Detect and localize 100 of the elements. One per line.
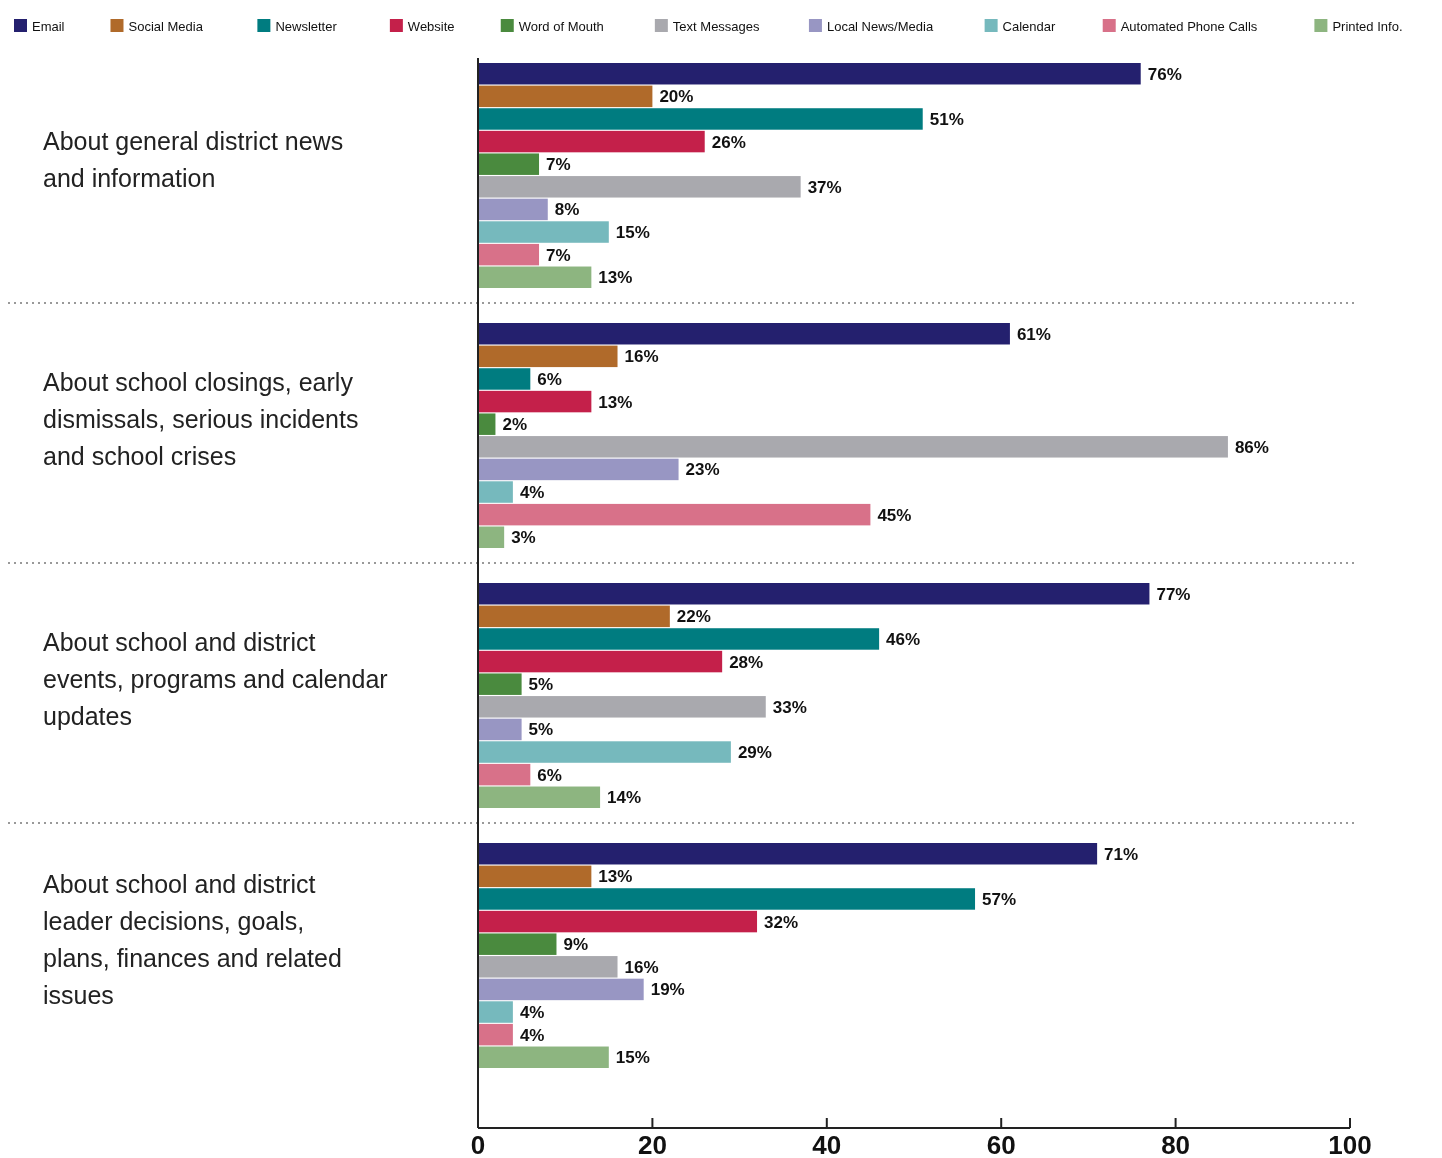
bar [478, 650, 723, 673]
bar [478, 130, 705, 153]
x-tick-label: 20 [637, 1130, 667, 1158]
data-label: 5% [528, 675, 554, 695]
data-label: 22% [676, 607, 711, 627]
y-tick-label: About school and district leader decisions, goals, plans, finances and related issues [43, 869, 342, 1009]
bar [478, 323, 1010, 345]
data-label: 4% [519, 1002, 545, 1022]
bar [478, 978, 644, 1001]
bar [478, 198, 548, 221]
bar [478, 628, 880, 650]
data-label: 6% [537, 765, 562, 785]
bar [478, 673, 522, 695]
bar [478, 1046, 609, 1068]
legend-label: Text Messages [672, 18, 761, 34]
data-label: 16% [624, 957, 659, 977]
y-tick-label: About school closings, early dismissals, serious incidents and school crises [43, 368, 359, 470]
data-label: 13% [598, 867, 633, 887]
legend-label: Newsletter [275, 18, 338, 34]
data-label: 37% [807, 177, 842, 197]
bar [478, 345, 618, 368]
legend-label: Local News/Media [826, 18, 934, 34]
data-label: 51% [929, 109, 964, 129]
data-label: 5% [528, 720, 554, 740]
bar [478, 458, 679, 481]
bar [478, 741, 731, 763]
data-label: 45% [877, 505, 912, 525]
legend-label: Printed Info. [1332, 18, 1403, 34]
data-label: 57% [982, 889, 1017, 909]
bar [478, 153, 540, 175]
bar [478, 390, 592, 413]
legend-label: Website [407, 18, 455, 34]
data-label: 4% [519, 482, 545, 502]
data-label: 76% [1147, 64, 1182, 84]
data-label: 23% [685, 460, 720, 480]
data-label: 26% [711, 132, 746, 152]
data-label: 13% [598, 268, 633, 288]
bar [478, 413, 496, 435]
x-tick-label: 40 [812, 1130, 842, 1158]
bar [478, 108, 923, 130]
bar [478, 786, 601, 808]
data-label: 46% [886, 629, 921, 649]
bar [478, 85, 653, 108]
legend-label: Calendar [1002, 18, 1057, 34]
bar [478, 368, 531, 390]
data-label: 9% [563, 935, 589, 955]
bar [478, 266, 592, 288]
x-tick-label: 80 [1161, 1130, 1191, 1158]
x-tick-label: 60 [986, 1130, 1016, 1158]
bar [478, 888, 976, 910]
data-label: 77% [1156, 584, 1191, 604]
data-label: 15% [615, 1048, 650, 1068]
data-label: 71% [1104, 844, 1139, 864]
y-tick-label: About school and district events, programs and calendar updates [43, 628, 388, 730]
data-label: 14% [607, 788, 642, 808]
data-label: 7% [546, 245, 571, 265]
data-label: 32% [764, 912, 799, 932]
bar [478, 605, 670, 628]
data-label: 13% [598, 392, 633, 412]
bar [478, 933, 557, 955]
bar [478, 243, 540, 266]
data-label: 29% [737, 742, 772, 762]
bar [478, 63, 1141, 85]
data-label: 16% [624, 347, 659, 367]
y-tick-label: About general district news and information [43, 126, 344, 192]
data-label: 4% [519, 1025, 545, 1045]
data-label: 20% [659, 87, 694, 107]
data-label: 15% [615, 222, 650, 242]
data-label: 8% [554, 200, 580, 220]
bar [478, 956, 618, 978]
bar [478, 763, 531, 786]
bar [478, 503, 871, 526]
legend-label: Email [32, 18, 65, 34]
data-label: 19% [650, 980, 685, 1000]
bar [478, 865, 592, 888]
data-label: 7% [546, 155, 571, 175]
data-label: 33% [772, 697, 807, 717]
bar [478, 436, 1228, 458]
bar [478, 481, 513, 503]
data-label: 3% [511, 528, 536, 548]
legend-label: Automated Phone Calls [1120, 18, 1258, 34]
data-label: 2% [502, 415, 528, 435]
legend-label: Word of Mouth [518, 18, 604, 34]
data-label: 61% [1016, 324, 1051, 344]
bar [478, 1023, 513, 1046]
bar [478, 526, 505, 548]
bar [478, 843, 1098, 865]
data-label: 86% [1234, 437, 1269, 457]
bar [478, 176, 801, 198]
x-tick-label: 0 [470, 1130, 486, 1158]
data-label: 6% [537, 369, 562, 389]
bar [478, 696, 766, 718]
data-label: 28% [729, 652, 764, 672]
bar [478, 718, 522, 741]
legend-label: Social Media [128, 18, 204, 34]
bar [478, 910, 758, 933]
bar [478, 221, 609, 243]
bar [478, 583, 1150, 605]
x-tick-label: 100 [1328, 1130, 1372, 1158]
bar [478, 1001, 513, 1023]
